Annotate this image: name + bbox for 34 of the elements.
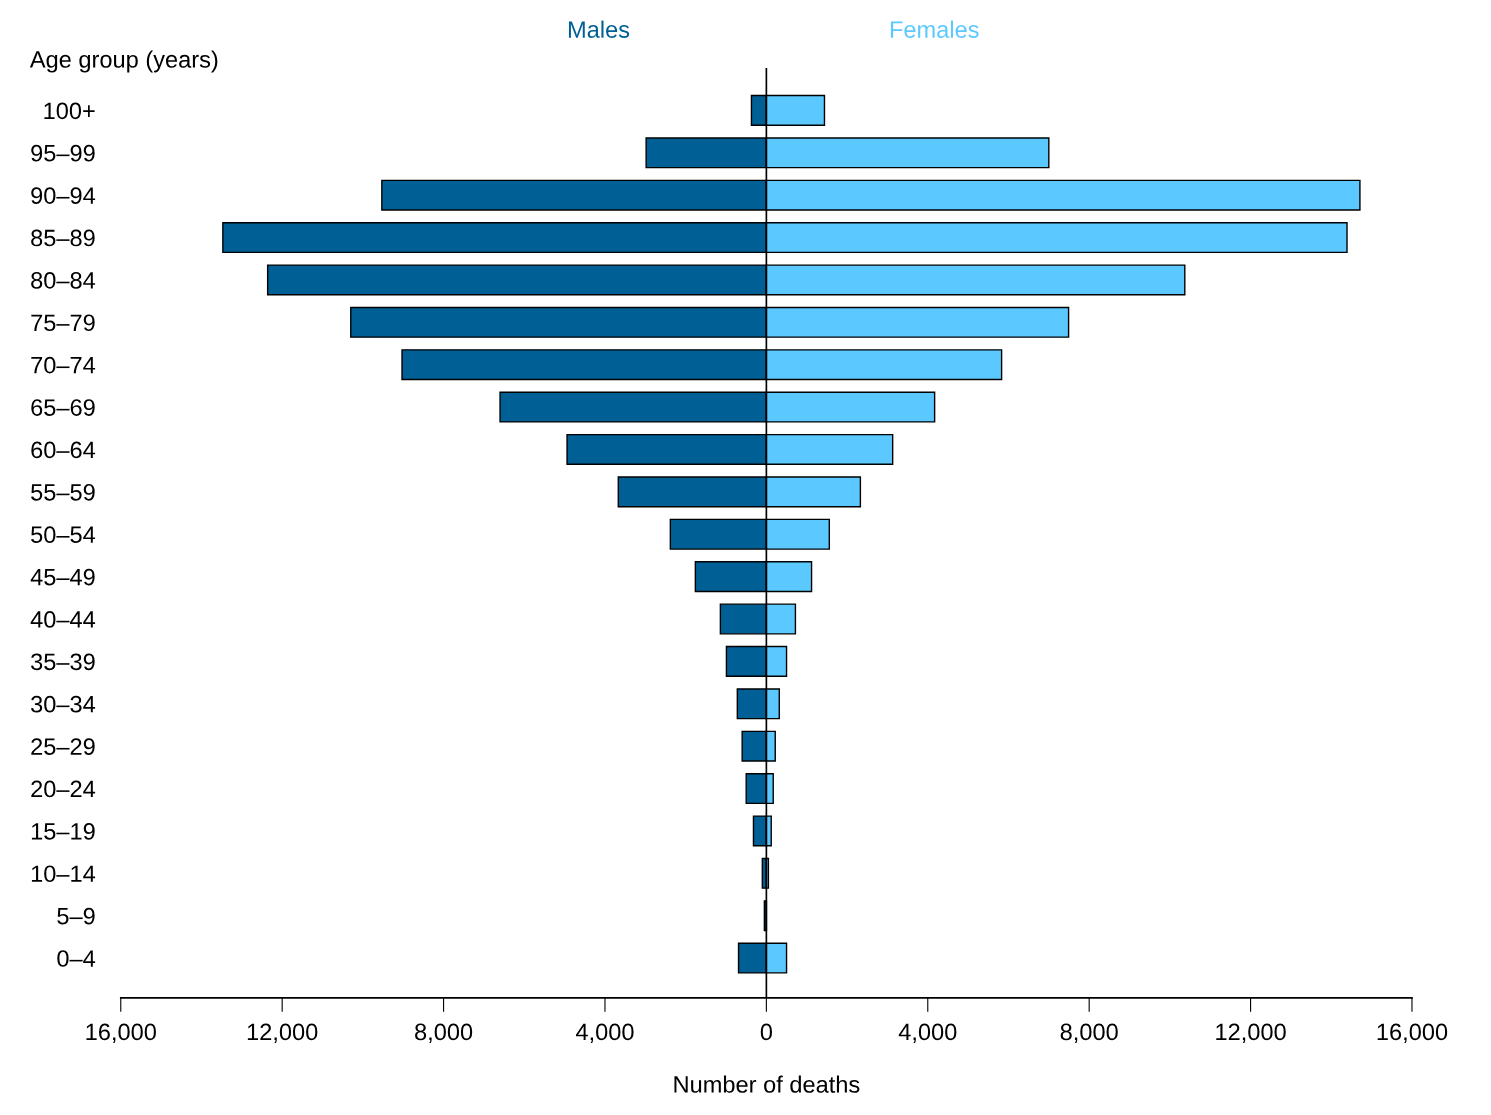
y-tick-label: 0–4 xyxy=(57,950,96,967)
y-tick-label: 25–29 xyxy=(31,738,95,755)
y-tick-label: 95–99 xyxy=(31,144,95,162)
x-tick-label: 4,000 xyxy=(575,1023,634,1044)
text: Females xyxy=(890,20,979,38)
x-tick-label: 4,000 xyxy=(898,1023,957,1044)
y-tick-label: 20–24 xyxy=(31,780,96,798)
x-tick-label: 12,000 xyxy=(247,1023,318,1044)
x-tick-label: 12,000 xyxy=(1216,1023,1286,1044)
x-tick-label: 16,000 xyxy=(86,1023,156,1044)
x-tick-label: 8,000 xyxy=(415,1023,473,1044)
y-tick-label: 100+ xyxy=(44,102,95,120)
y-tick-label: 65–69 xyxy=(31,399,95,416)
x-tick-label: 16,000 xyxy=(1377,1023,1448,1044)
y-tick-label: 60–64 xyxy=(31,441,96,459)
y-tick-label: 10–14 xyxy=(31,865,96,883)
y-tick-label: 70–74 xyxy=(31,356,96,374)
x-axis-title: Number of deaths xyxy=(674,1075,860,1093)
x-tick-label: 0 xyxy=(760,1023,773,1041)
y-tick-label: 85–89 xyxy=(31,229,95,247)
text: Males xyxy=(568,20,630,38)
y-tick-label: 5–9 xyxy=(57,907,95,925)
y-tick-label: 35–39 xyxy=(31,653,95,671)
y-tick-label: 80–84 xyxy=(31,272,96,289)
y-tick-label: 75–79 xyxy=(31,314,95,332)
y-tick-label: 50–54 xyxy=(31,526,96,544)
x-tick-label: 8,000 xyxy=(1060,1023,1118,1044)
y-tick-label: 90–94 xyxy=(31,187,96,204)
y-tick-label: 45–49 xyxy=(30,568,95,586)
y-tick-label: 30–34 xyxy=(31,695,96,713)
y-tick-label: 55–59 xyxy=(31,483,95,501)
y-axis-title: Age group (years) xyxy=(29,50,218,73)
y-tick-label: 15–19 xyxy=(31,823,95,840)
y-tick-label: 40–44 xyxy=(30,611,96,628)
